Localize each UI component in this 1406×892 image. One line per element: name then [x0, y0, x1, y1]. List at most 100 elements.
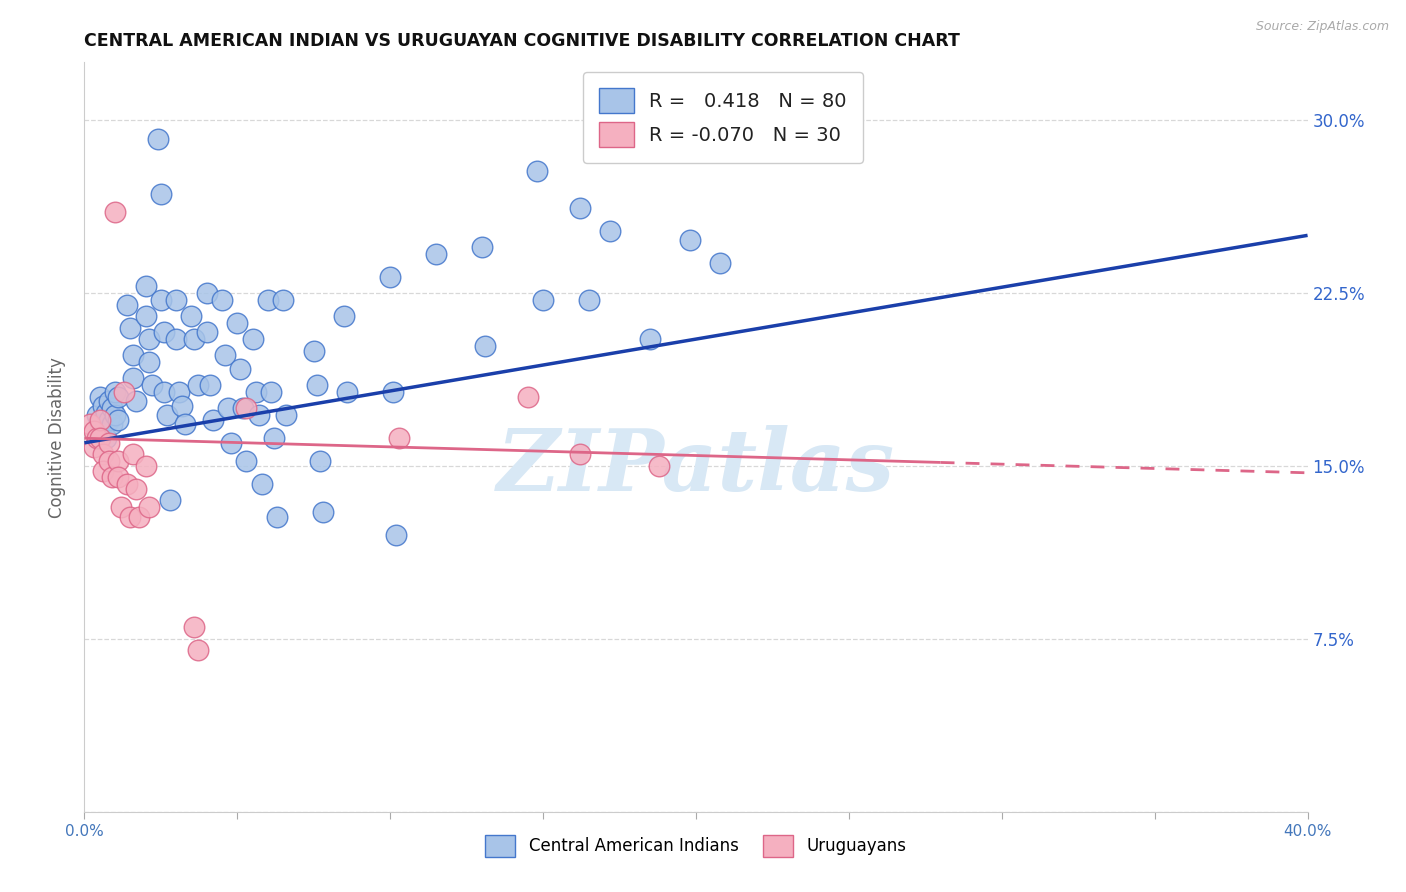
Point: [219, 435, 242, 450]
Point: [146, 131, 169, 145]
Point: [599, 224, 621, 238]
Legend: Central American Indians, Uruguayans: Central American Indians, Uruguayans: [478, 829, 914, 863]
Point: [115, 477, 138, 491]
Point: [385, 528, 408, 542]
Point: [89, 413, 111, 427]
Point: [110, 500, 132, 515]
Point: [380, 269, 402, 284]
Point: [247, 408, 270, 422]
Point: [578, 293, 600, 307]
Point: [122, 348, 145, 362]
Point: [135, 279, 157, 293]
Point: [141, 378, 163, 392]
Point: [333, 309, 356, 323]
Point: [195, 325, 218, 339]
Point: [153, 325, 176, 339]
Point: [526, 163, 548, 178]
Point: [186, 643, 208, 657]
Point: [112, 385, 135, 400]
Point: [149, 186, 172, 201]
Point: [245, 385, 267, 400]
Point: [186, 378, 208, 392]
Point: [180, 309, 202, 323]
Point: [242, 332, 264, 346]
Point: [149, 293, 172, 307]
Point: [308, 454, 330, 468]
Point: [156, 408, 179, 422]
Point: [122, 447, 145, 461]
Point: [107, 454, 129, 468]
Point: [115, 297, 138, 311]
Point: [229, 362, 252, 376]
Point: [198, 378, 221, 392]
Point: [89, 431, 111, 445]
Point: [94, 431, 117, 445]
Point: [250, 477, 273, 491]
Point: [86, 431, 108, 445]
Point: [183, 620, 205, 634]
Point: [638, 332, 661, 346]
Point: [271, 293, 294, 307]
Point: [120, 509, 142, 524]
Point: [336, 385, 359, 400]
Y-axis label: Cognitive Disability: Cognitive Disability: [48, 357, 66, 517]
Point: [516, 390, 538, 404]
Point: [531, 293, 554, 307]
Point: [159, 493, 181, 508]
Point: [568, 201, 591, 215]
Point: [474, 339, 496, 353]
Text: CENTRAL AMERICAN INDIAN VS URUGUAYAN COGNITIVE DISABILITY CORRELATION CHART: CENTRAL AMERICAN INDIAN VS URUGUAYAN COG…: [84, 32, 960, 50]
Point: [91, 399, 114, 413]
Point: [101, 470, 124, 484]
Point: [107, 413, 129, 427]
Point: [425, 247, 447, 261]
Point: [138, 332, 160, 346]
Point: [211, 293, 233, 307]
Point: [138, 355, 160, 369]
Point: [104, 385, 127, 400]
Point: [128, 509, 150, 524]
Point: [217, 401, 239, 416]
Point: [648, 458, 671, 473]
Point: [709, 256, 731, 270]
Point: [83, 441, 105, 455]
Point: [91, 463, 114, 477]
Point: [138, 500, 160, 515]
Point: [97, 413, 120, 427]
Text: ZIPatlas: ZIPatlas: [496, 425, 896, 508]
Point: [263, 431, 285, 445]
Point: [235, 454, 257, 468]
Point: [122, 371, 145, 385]
Point: [302, 343, 325, 358]
Point: [107, 390, 129, 404]
Point: [120, 320, 142, 334]
Point: [232, 401, 254, 416]
Point: [195, 285, 218, 300]
Text: Source: ZipAtlas.com: Source: ZipAtlas.com: [1256, 20, 1389, 33]
Point: [257, 293, 280, 307]
Point: [654, 108, 676, 122]
Point: [94, 406, 117, 420]
Point: [89, 417, 111, 432]
Point: [135, 309, 157, 323]
Point: [172, 399, 194, 413]
Point: [174, 417, 197, 432]
Point: [568, 447, 591, 461]
Point: [214, 348, 236, 362]
Point: [183, 332, 205, 346]
Point: [97, 435, 120, 450]
Point: [125, 482, 148, 496]
Point: [226, 316, 249, 330]
Point: [165, 293, 187, 307]
Point: [89, 390, 111, 404]
Point: [648, 102, 671, 116]
Point: [83, 425, 105, 439]
Point: [91, 425, 114, 439]
Point: [153, 385, 176, 400]
Point: [471, 240, 494, 254]
Point: [312, 505, 335, 519]
Point: [679, 233, 702, 247]
Point: [305, 378, 328, 392]
Point: [165, 332, 187, 346]
Point: [125, 394, 148, 409]
